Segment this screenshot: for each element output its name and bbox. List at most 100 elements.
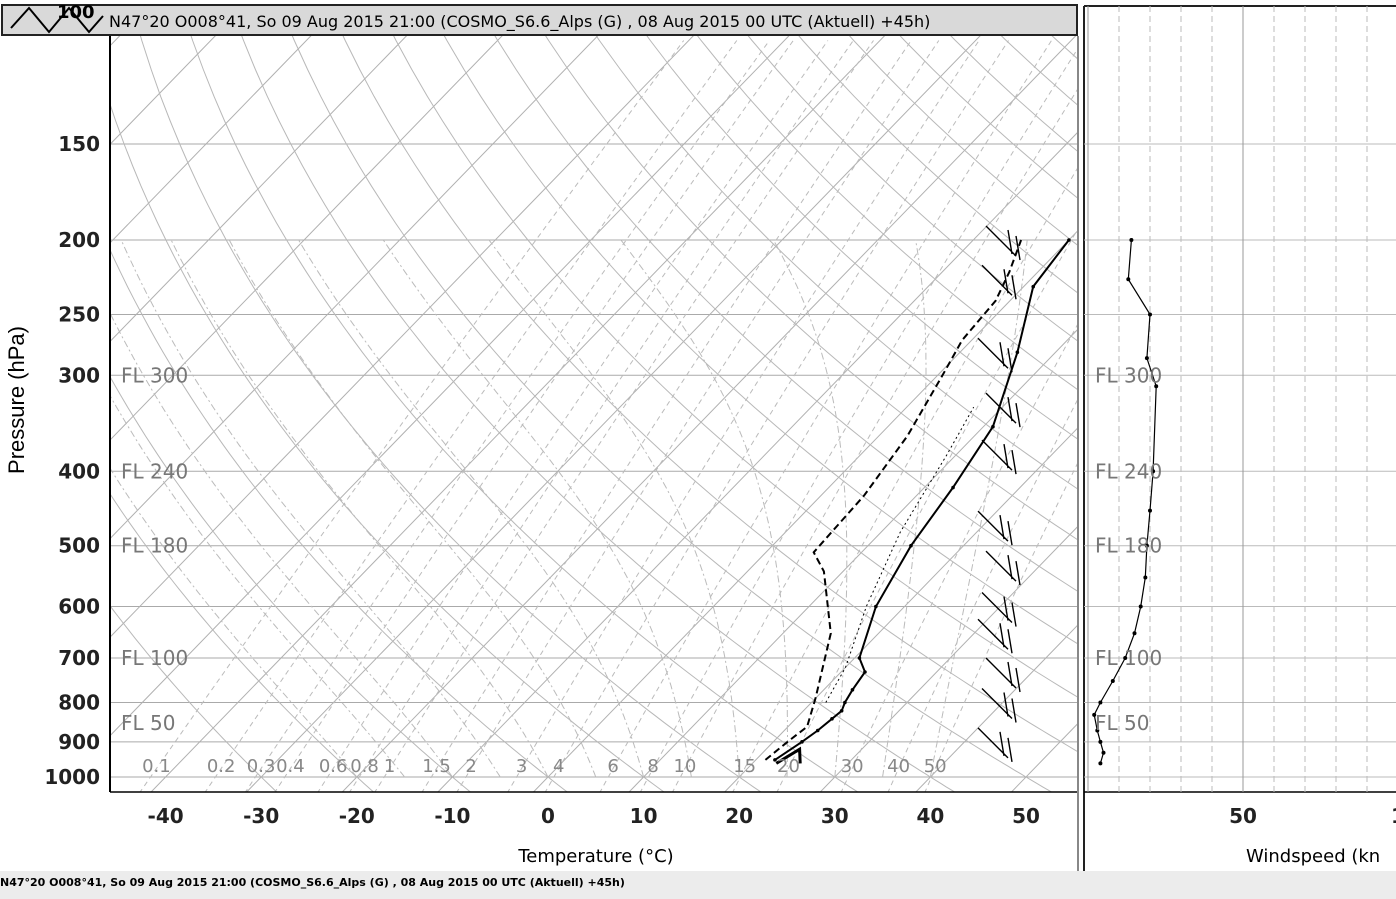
- isotherm: [915, 624, 1078, 792]
- moist-adiabat: [120, 239, 501, 778]
- title-top-label: 100: [57, 4, 95, 23]
- y-tick-label: 200: [58, 228, 100, 252]
- dry-adiabat: [545, 36, 1078, 541]
- sounding-solid-line: [774, 239, 1070, 761]
- dry-adiabat: [393, 36, 1078, 698]
- windspeed-point: [1151, 469, 1156, 474]
- wind-barb: [977, 618, 1013, 654]
- flight-level-label: FL 50: [121, 711, 175, 735]
- mixing-ratio-label: 8: [647, 756, 658, 777]
- mixing-ratio-label: 6: [607, 756, 618, 777]
- sounding-dashed-line: [764, 239, 1023, 761]
- mixing-ratio-label: 0.4: [276, 756, 305, 777]
- dry-adiabat: [190, 36, 859, 792]
- x-tick-label: -10: [434, 804, 470, 828]
- mixing-ratio-line: [639, 47, 1078, 792]
- wind-barb: [977, 337, 1013, 373]
- zigzag-icon: 100: [10, 4, 104, 34]
- mixing-ratio-label: 40: [887, 756, 910, 777]
- sounding-point: [839, 708, 844, 713]
- isotherm: [110, 36, 312, 244]
- mixing-ratio-label: 0.2: [207, 756, 236, 777]
- mixing-ratio-label: 0.6: [319, 756, 348, 777]
- sounding-point: [830, 717, 834, 721]
- skewt-panel: 0.1 0.2 0.3 0.4 0.6 0.8 1 1.5 2 3 4 6 8 10 15 20 30 40 50 1…: [4, 36, 1079, 872]
- mixing-ratio-line: [317, 40, 829, 792]
- windspeed-point: [1095, 728, 1100, 733]
- sounding-point: [874, 604, 878, 609]
- isotherm: [437, 131, 1078, 792]
- mixing-ratio-line: [244, 40, 770, 792]
- windspeed-point: [1144, 543, 1149, 548]
- windspeed-point: [1126, 277, 1131, 282]
- wind-barb: [985, 657, 1021, 693]
- wind-barb: [981, 592, 1017, 627]
- dry-adiabat: [646, 36, 1078, 440]
- dry-adiabat: [139, 36, 762, 792]
- x-tick-label: 20: [725, 804, 753, 828]
- title-bar: 100 N47°20 O008°41, So 09 Aug 2015 21:00…: [1, 4, 1078, 36]
- mixing-ratio-line: [139, 40, 685, 792]
- sounding-point: [857, 656, 862, 660]
- moist-adiabat: [110, 311, 453, 778]
- y-tick-label: 900: [58, 730, 100, 754]
- sounding-point: [991, 424, 995, 429]
- windspeed-point: [1148, 508, 1152, 513]
- y-tick-label: 250: [58, 302, 100, 326]
- mixing-ratio-label: 10: [673, 756, 696, 777]
- sounding-point: [773, 758, 777, 762]
- sounding-point: [909, 543, 913, 548]
- dry-adiabat: [595, 36, 1078, 490]
- moist-adiabat: [929, 239, 1028, 778]
- isotherm: [245, 36, 981, 792]
- sounding-point: [1067, 238, 1071, 242]
- sounding-thick-line: [775, 746, 802, 765]
- y-tick-label: 500: [58, 534, 100, 558]
- wind-barb: [985, 392, 1021, 428]
- mixing-ratio-label: 2: [465, 756, 476, 777]
- dry-adiabat: [291, 36, 1053, 792]
- mixing-ratio-label: 15: [733, 756, 756, 777]
- mixing-ratio-label: 20: [777, 756, 800, 777]
- windspeed-point: [1144, 356, 1149, 361]
- y-tick-label: 800: [58, 691, 100, 715]
- isotherm: [110, 36, 599, 540]
- mixing-ratio-line: [924, 461, 1078, 792]
- windspeed-point: [1092, 712, 1097, 717]
- flight-level-label: FL 180: [121, 534, 188, 558]
- windspeed-point: [1143, 575, 1148, 580]
- wind-flight-level-label: FL 180: [1095, 534, 1162, 558]
- wind-flight-level-label: FL 50: [1095, 711, 1149, 735]
- mixing-ratio-line: [349, 40, 854, 792]
- moist-adiabat: [488, 239, 740, 778]
- mixing-ratio-label: 50: [924, 756, 947, 777]
- x-tick-label: -40: [148, 804, 184, 828]
- windspeed-point: [1098, 700, 1103, 705]
- wind-barb: [985, 550, 1021, 586]
- sounding-dotted-line: [825, 406, 975, 703]
- dry-adiabat: [494, 36, 1078, 593]
- mixing-ratio-line: [374, 40, 874, 792]
- windspeed-point: [1148, 312, 1152, 317]
- sounding-point: [1031, 284, 1036, 289]
- sounding-point: [815, 728, 820, 733]
- chart-title: N47°20 O008°41, So 09 Aug 2015 21:00 (CO…: [109, 12, 931, 31]
- windspeed-point: [1132, 631, 1137, 636]
- wind-x-tick-label: 50: [1229, 804, 1257, 828]
- y-tick-label: 400: [58, 459, 100, 483]
- y-tick-label: 700: [58, 646, 100, 670]
- windspeed-point: [1129, 237, 1134, 242]
- mixing-ratio-label: 3: [516, 756, 527, 777]
- wind-barb: [977, 510, 1013, 546]
- windspeed-point: [1101, 750, 1106, 755]
- mixing-ratio-line: [672, 87, 1078, 792]
- moist-adiabat: [382, 239, 692, 778]
- mixing-ratio-line: [599, 40, 1052, 792]
- isotherm: [150, 36, 886, 792]
- moist-adiabat: [228, 239, 597, 778]
- wind-barb: [981, 688, 1017, 723]
- mixing-ratio-line: [776, 227, 1078, 792]
- windspeed-point: [1138, 604, 1143, 609]
- sounding-point: [1015, 350, 1020, 355]
- flight-level-label: FL 240: [121, 459, 188, 483]
